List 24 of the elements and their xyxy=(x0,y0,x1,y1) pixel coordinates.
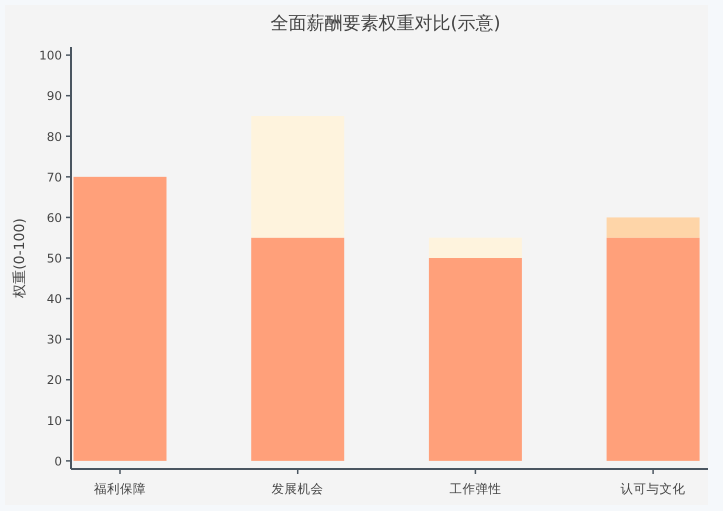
bar xyxy=(428,238,522,258)
y-tick-label: 80 xyxy=(46,130,62,144)
x-tick-label: 工作弹性 xyxy=(449,481,502,496)
y-tick-label: 40 xyxy=(46,292,62,306)
x-tick-label: 福利保障 xyxy=(94,481,146,496)
y-tick-label: 100 xyxy=(39,48,62,63)
bar xyxy=(606,238,700,461)
y-tick-label: 20 xyxy=(46,373,62,388)
x-tick-label: 认可与文化 xyxy=(620,481,686,496)
y-tick-label: 60 xyxy=(46,210,62,225)
y-tick-label: 70 xyxy=(46,170,62,184)
y-tick-label: 10 xyxy=(46,414,62,428)
y-tick-label: 30 xyxy=(46,332,62,347)
bar xyxy=(251,238,344,461)
y-tick-label: 50 xyxy=(46,252,62,266)
bar xyxy=(74,176,166,461)
y-tick-label: 0 xyxy=(54,454,62,468)
bar xyxy=(606,217,700,238)
y-tick-label: 90 xyxy=(46,89,62,104)
y-axis-title: 权重(0-100) xyxy=(12,218,28,299)
bar xyxy=(428,258,522,461)
chart-title: 全面薪酬要素权重对比(示意) xyxy=(270,13,501,34)
bar xyxy=(251,116,344,238)
x-tick-label: 发展机会 xyxy=(272,481,324,496)
